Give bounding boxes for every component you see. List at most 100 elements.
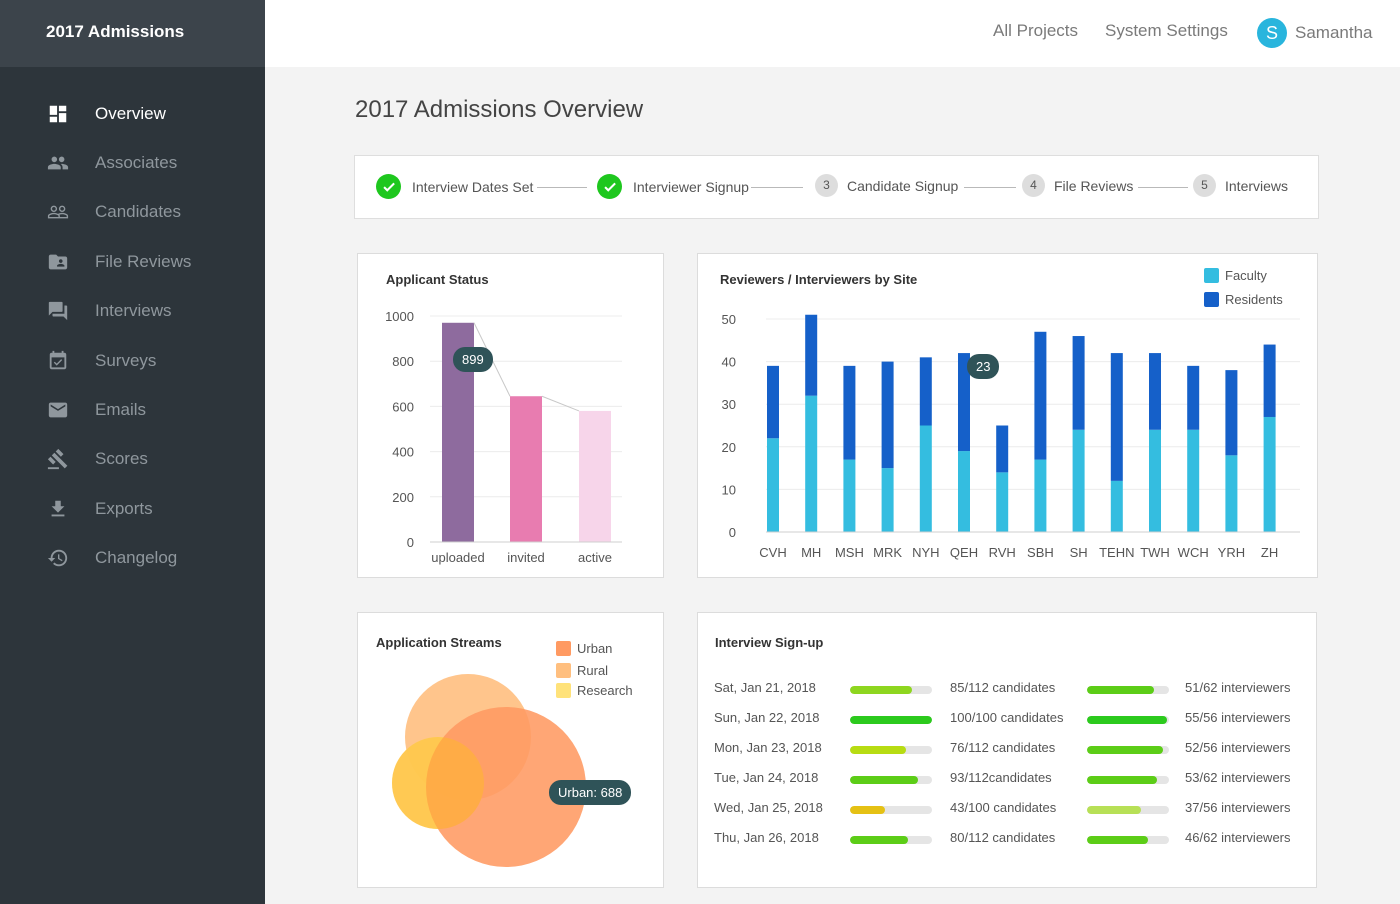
applicant-status-chart: 1000 800 600 400 200 0 uploaded invited active	[385, 309, 622, 565]
sidebar-item-emails[interactable]: Emails	[0, 385, 265, 434]
sidebar-item-exports[interactable]: Exports	[0, 484, 265, 533]
bar-wch-faculty	[1187, 429, 1200, 532]
bar-qeh-residents	[958, 353, 970, 452]
sidebar-item-overview[interactable]: Overview	[0, 89, 265, 138]
avatar[interactable]: S	[1257, 18, 1287, 48]
step-label: Interviews	[1225, 177, 1289, 194]
bar-msh-faculty	[843, 459, 856, 532]
sidebar-item-scores[interactable]: Scores	[0, 435, 265, 484]
step-interviews[interactable]: 5 Interviews	[1193, 174, 1288, 197]
sidebar-item-changelog[interactable]: Changelog	[0, 534, 265, 583]
bar-tehn-faculty	[1110, 480, 1123, 532]
step-label: File Reviews	[1054, 177, 1134, 194]
sidebar-item-file-reviews[interactable]: File Reviews	[0, 237, 265, 286]
step-connector	[537, 187, 587, 188]
legend-label: Urban	[577, 641, 613, 656]
legend-rural: Rural	[556, 663, 608, 678]
interviewers-count: 37/56 interviewers	[1185, 800, 1291, 815]
progress-steps: Interview Dates Set Interviewer Signup 3…	[354, 155, 1319, 219]
bar-sh-residents	[1072, 336, 1085, 430]
venn-diagram	[392, 674, 586, 867]
bar-twh-residents	[1149, 353, 1161, 430]
interviewers-progress	[1087, 746, 1169, 754]
bar-cvh-residents	[767, 365, 779, 439]
x-tick-label: CVH	[759, 545, 786, 560]
legend-swatch	[556, 641, 571, 656]
interviewers-progress-fill	[1087, 776, 1157, 784]
bar-rvh-residents	[996, 425, 1009, 473]
funnel-connector	[541, 395, 580, 412]
reviewers-by-site-chart: 50 40 30 20 10 0 CVH MH MSH MRK NYH QEH RVH SBH SH TEHN…	[722, 312, 1300, 560]
x-tick-label: SH	[1070, 545, 1088, 560]
step-connector	[751, 187, 803, 188]
candidates-count: 76/112 candidates	[950, 740, 1056, 755]
step-interviewer-signup[interactable]: Interviewer Signup	[597, 174, 749, 199]
sidebar-item-label: Associates	[95, 153, 178, 173]
x-tick-label: TWH	[1140, 545, 1170, 560]
x-tick-label: TEHN	[1099, 545, 1134, 560]
bar-tehn-residents	[1110, 353, 1123, 481]
x-tick-label: NYH	[912, 545, 939, 560]
card-title: Interview Sign-up	[715, 635, 824, 650]
candidates-progress	[850, 746, 932, 754]
table-row: Wed, Jan 25, 2018 43/100 candidates 37/56 …	[698, 800, 1316, 820]
step-label: Candidate Signup	[847, 177, 959, 194]
card-title: Application Streams	[376, 635, 502, 650]
signup-date: Wed, Jan 25, 2018	[714, 800, 823, 815]
interviewers-progress	[1087, 716, 1169, 724]
venn-overlap-research	[392, 737, 484, 829]
sidebar-item-label: Candidates	[95, 202, 182, 222]
y-tick-label: 800	[392, 354, 414, 369]
bar-sbh-residents	[1034, 331, 1047, 460]
group-icon	[46, 151, 70, 175]
legend-label: Residents	[1225, 292, 1283, 307]
candidates-progress	[850, 776, 932, 784]
candidates-progress-fill	[850, 746, 906, 754]
step-interview-dates-set[interactable]: Interview Dates Set	[376, 174, 533, 199]
candidates-count: 100/100 candidates	[950, 710, 1064, 725]
sidebar-item-label: Changelog	[95, 548, 178, 568]
y-tick-label: 20	[722, 440, 736, 455]
candidates-progress	[850, 716, 932, 724]
applicant-status-card: Applicant Status 1000 800 600 400 200 0 upload…	[357, 253, 664, 578]
sidebar-item-candidates[interactable]: Candidates	[0, 188, 265, 237]
application-streams-card: Application Streams Urban Rural Research…	[357, 612, 664, 888]
system-settings-link[interactable]: System Settings	[1105, 21, 1228, 40]
interviewers-progress-fill	[1087, 746, 1164, 754]
step-number: 4	[1022, 174, 1045, 197]
all-projects-link[interactable]: All Projects	[993, 21, 1079, 40]
signup-date: Mon, Jan 23, 2018	[714, 740, 822, 755]
history-icon	[46, 546, 70, 570]
check-icon	[597, 174, 622, 199]
topbar: All Projects System Settings S Samantha	[265, 0, 1400, 67]
bar-mh-residents	[805, 314, 818, 396]
sidebar-item-label: File Reviews	[95, 251, 192, 271]
step-file-reviews[interactable]: 4 File Reviews	[1022, 174, 1133, 197]
step-candidate-signup[interactable]: 3 Candidate Signup	[815, 174, 958, 197]
legend-faculty: Faculty	[1204, 268, 1267, 283]
user-name[interactable]: Samantha	[1295, 23, 1373, 42]
x-tick-label: WCH	[1178, 545, 1209, 560]
y-tick-label: 1000	[385, 309, 414, 324]
step-label: Interviewer Signup	[633, 178, 749, 195]
bar-yrh-faculty	[1225, 455, 1238, 532]
folder-user-icon	[46, 250, 70, 274]
interviewers-count: 51/62 interviewers	[1185, 680, 1291, 695]
candidates-count: 43/100 candidates	[950, 800, 1057, 815]
table-row: Mon, Jan 23, 2018 76/112 candidates 52/56 …	[698, 740, 1316, 760]
bar-nyh-faculty	[919, 425, 932, 532]
page-title: 2017 Admissions Overview	[355, 96, 644, 123]
legend-swatch	[1204, 268, 1219, 283]
sidebar-item-associates[interactable]: Associates	[0, 138, 265, 187]
legend-swatch	[556, 683, 571, 698]
bar-mrk-faculty	[881, 468, 894, 532]
candidates-count: 80/112 candidates	[950, 830, 1056, 845]
gavel-icon	[46, 447, 70, 471]
interviewers-progress-fill	[1087, 716, 1168, 724]
app-title: 2017 Admissions	[0, 0, 265, 67]
legend-swatch	[1204, 292, 1219, 307]
bar-mh-faculty	[805, 395, 818, 532]
bar-nyh-residents	[919, 357, 932, 426]
sidebar-item-surveys[interactable]: Surveys	[0, 336, 265, 385]
sidebar-item-interviews[interactable]: Interviews	[0, 287, 265, 336]
